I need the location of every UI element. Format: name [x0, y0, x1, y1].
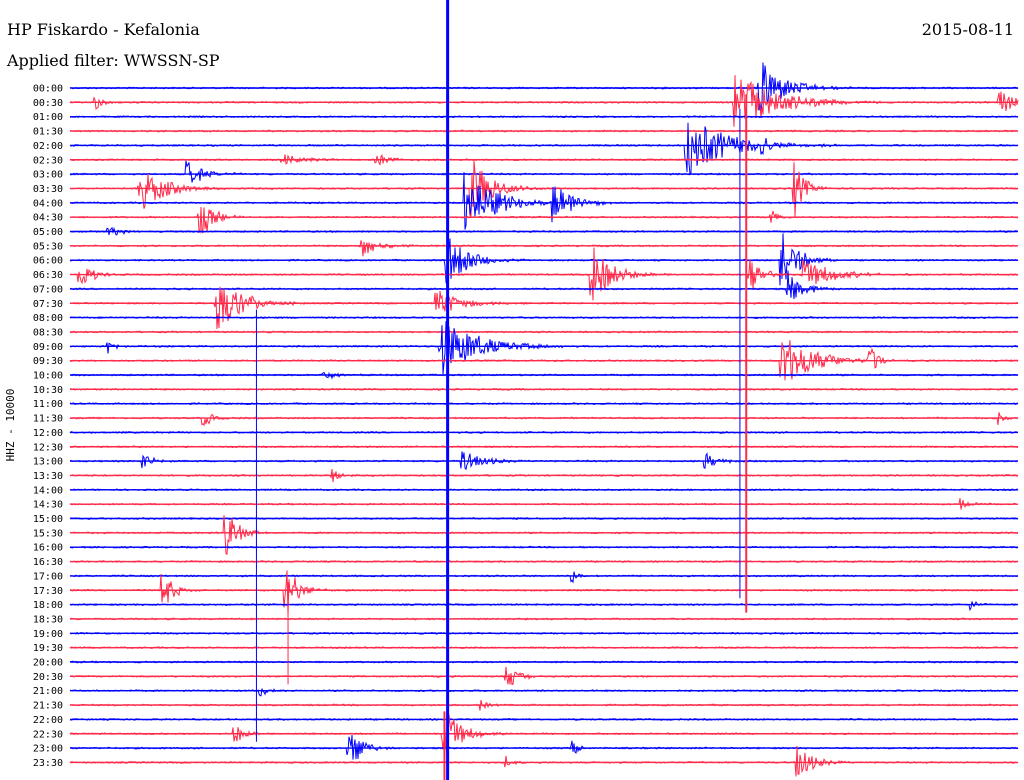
trace-line — [69, 745, 1019, 777]
row-label: 10:00 — [33, 371, 63, 382]
row-label: 05:00 — [33, 227, 63, 238]
trace-line — [69, 688, 1019, 697]
row-label: 07:00 — [33, 284, 63, 295]
row-label: 08:30 — [33, 327, 63, 338]
row-label: 06:30 — [33, 270, 63, 281]
row-label: 08:00 — [33, 313, 63, 324]
station-title: HP Fiskardo - Kefalonia — [7, 20, 200, 39]
trace-line — [69, 75, 1019, 127]
row-label: 21:30 — [33, 701, 63, 712]
row-label: 22:00 — [33, 715, 63, 726]
trace-line — [69, 570, 1019, 615]
row-label: 18:00 — [33, 600, 63, 611]
trace-line — [69, 571, 1019, 584]
row-label: 06:00 — [33, 256, 63, 267]
trace-line — [69, 451, 1019, 471]
row-label: 03:00 — [33, 170, 63, 181]
row-label: 15:00 — [33, 514, 63, 525]
row-label: 10:30 — [33, 385, 63, 396]
row-label: 05:30 — [33, 241, 63, 252]
row-label: 16:00 — [33, 543, 63, 554]
row-label: 04:00 — [33, 198, 63, 209]
row-label: 04:30 — [33, 213, 63, 224]
row-label: 01:30 — [33, 127, 63, 138]
row-label: 15:30 — [33, 528, 63, 539]
row-label: 12:30 — [33, 442, 63, 453]
row-label: 01:00 — [33, 112, 63, 123]
row-label: 17:30 — [33, 586, 63, 597]
row-label: 11:00 — [33, 399, 63, 410]
row-label: 09:30 — [33, 356, 63, 367]
row-label: 12:00 — [33, 428, 63, 439]
trace-line — [69, 62, 1019, 111]
trace-line — [69, 412, 1019, 427]
row-label: 19:30 — [33, 643, 63, 654]
row-label: 23:30 — [33, 758, 63, 769]
row-label: 20:30 — [33, 672, 63, 683]
row-label: 11:30 — [33, 414, 63, 425]
row-label: 03:30 — [33, 184, 63, 195]
trace-line — [69, 734, 1019, 760]
row-label: 07:30 — [33, 299, 63, 310]
trace-line — [69, 240, 1019, 257]
row-label: 02:00 — [33, 141, 63, 152]
date-label: 2015-08-11 — [921, 20, 1014, 39]
y-axis-label: HHZ - 10000 — [4, 389, 17, 462]
row-label: 09:00 — [33, 342, 63, 353]
row-label: 13:30 — [33, 471, 63, 482]
row-label: 19:00 — [33, 629, 63, 640]
trace-line — [69, 206, 1018, 234]
row-label: 22:30 — [33, 729, 63, 740]
row-label: 14:30 — [33, 500, 63, 511]
row-label: 16:30 — [33, 557, 63, 568]
row-label: 00:00 — [33, 84, 63, 95]
trace-line — [69, 601, 1019, 612]
row-label: 23:00 — [33, 744, 63, 755]
trace-line — [69, 160, 1019, 183]
row-label: 18:30 — [33, 614, 63, 625]
row-label: 02:30 — [33, 155, 63, 166]
trace-line — [69, 286, 1019, 330]
row-label: 13:00 — [33, 457, 63, 468]
row-label: 21:00 — [33, 686, 63, 697]
trace-line — [69, 160, 1019, 218]
row-label: 17:00 — [33, 571, 63, 582]
trace-line — [69, 515, 1019, 556]
row-label: 20:00 — [33, 658, 63, 669]
trace-line — [70, 233, 1019, 287]
filter-label: Applied filter: WWSSN-SP — [7, 51, 220, 70]
row-label: 00:30 — [33, 98, 63, 109]
row-label: 14:00 — [33, 485, 63, 496]
